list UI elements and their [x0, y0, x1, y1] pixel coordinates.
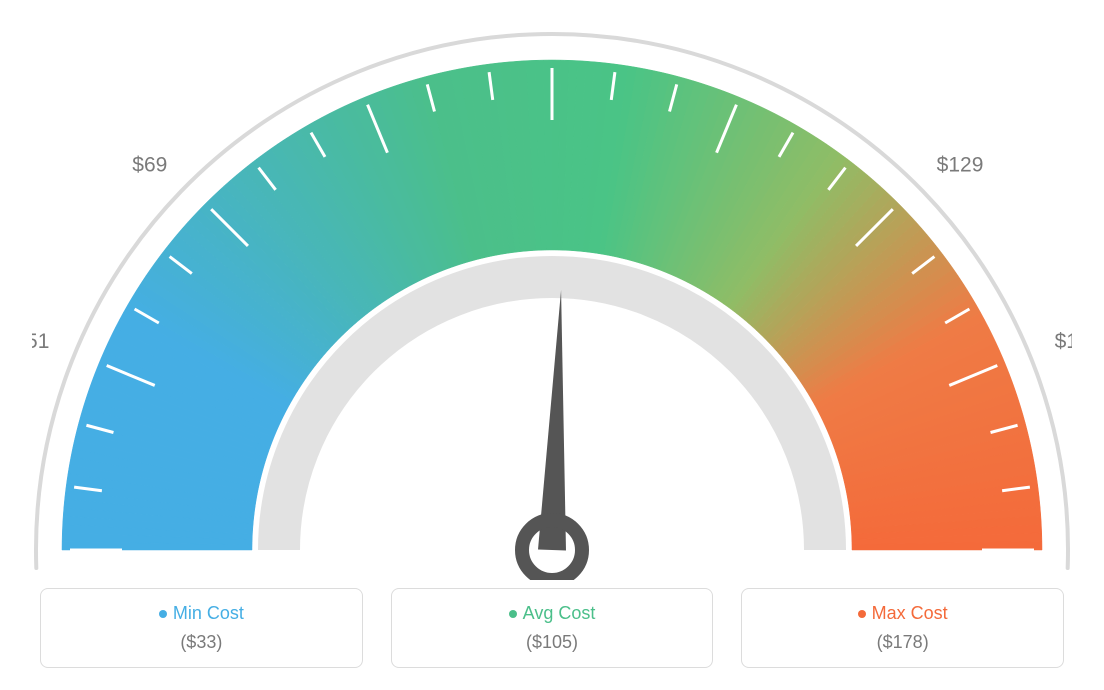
svg-text:$69: $69	[132, 153, 167, 176]
min-cost-label: Min Cost	[173, 603, 244, 624]
cost-gauge: $33$51$69$105$129$153$178	[32, 20, 1072, 580]
min-dot-icon	[159, 610, 167, 618]
summary-cards: Min Cost ($33) Avg Cost ($105) Max Cost …	[40, 588, 1064, 668]
avg-dot-icon	[509, 610, 517, 618]
max-cost-label: Max Cost	[872, 603, 948, 624]
avg-cost-label: Avg Cost	[523, 603, 596, 624]
min-cost-card: Min Cost ($33)	[40, 588, 363, 668]
max-cost-value: ($178)	[742, 632, 1063, 653]
avg-cost-card: Avg Cost ($105)	[391, 588, 714, 668]
max-cost-card: Max Cost ($178)	[741, 588, 1064, 668]
svg-text:$51: $51	[32, 330, 49, 353]
max-dot-icon	[858, 610, 866, 618]
svg-text:$153: $153	[1055, 330, 1072, 353]
min-cost-value: ($33)	[41, 632, 362, 653]
gauge-svg: $33$51$69$105$129$153$178	[32, 20, 1072, 580]
avg-cost-value: ($105)	[392, 632, 713, 653]
svg-text:$129: $129	[937, 153, 984, 176]
